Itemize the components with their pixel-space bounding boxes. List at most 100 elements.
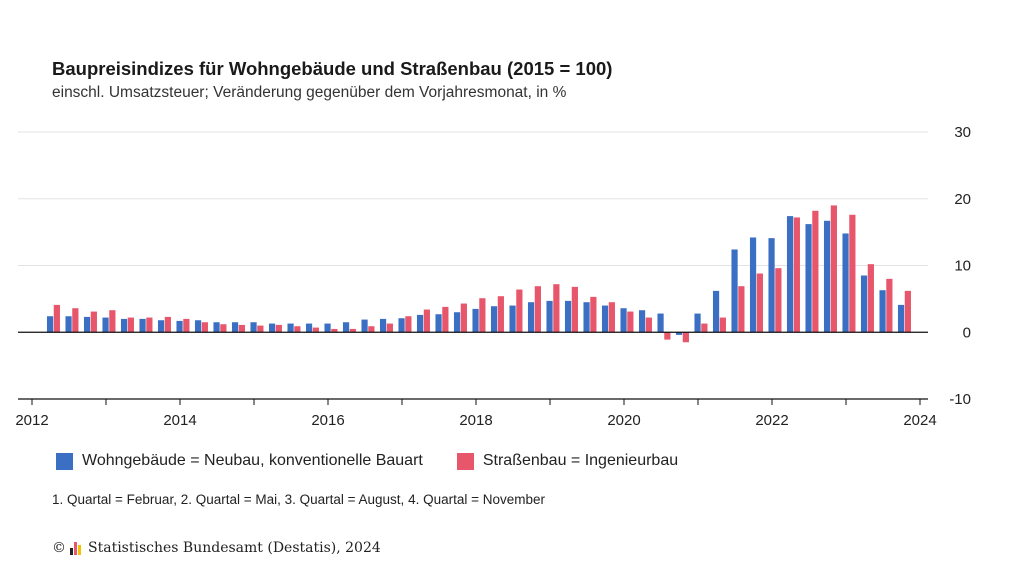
destatis-logo-icon — [70, 541, 82, 555]
bar-wohngebaeude — [879, 290, 886, 333]
bar-wohngebaeude — [694, 313, 701, 333]
bar-wohngebaeude — [361, 319, 368, 333]
bar-strassenbau — [627, 311, 634, 333]
bar-wohngebaeude — [324, 323, 331, 333]
bar-strassenbau — [479, 298, 486, 333]
bar-strassenbau — [127, 317, 134, 333]
bar-wohngebaeude — [472, 308, 479, 333]
x-tick-label: 2014 — [163, 412, 196, 429]
legend-swatch-strassenbau — [456, 452, 474, 470]
bar-wohngebaeude — [231, 322, 239, 333]
bar-strassenbau — [534, 286, 541, 333]
bar-strassenbau — [571, 286, 578, 333]
legend-item-strassenbau[interactable]: Straßenbau = Ingenieurbau — [456, 452, 678, 470]
bar-wohngebaeude — [453, 312, 461, 333]
bar-wohngebaeude — [342, 322, 350, 333]
bar-wohngebaeude — [786, 216, 794, 333]
bar-strassenbau — [830, 205, 837, 333]
bar-strassenbau — [331, 328, 338, 333]
bar-wohngebaeude — [657, 313, 664, 333]
chart-title: Baupreisindizes für Wohngebäude und Stra… — [52, 58, 613, 79]
bar-strassenbau — [146, 317, 153, 333]
bar-strassenbau — [793, 217, 800, 333]
y-tick-label: 30 — [954, 124, 971, 141]
bar-strassenbau — [257, 325, 264, 333]
bar-strassenbau — [497, 296, 504, 333]
bar-wohngebaeude — [805, 224, 812, 333]
bar-strassenbau — [867, 264, 874, 333]
bar-wohngebaeude — [65, 316, 72, 333]
bar-wohngebaeude — [731, 249, 738, 333]
legend-label-wohngebaeude: Wohngebäude = Neubau, konventionelle Bau… — [82, 452, 423, 469]
gridlines — [18, 131, 928, 266]
bar-wohngebaeude — [842, 233, 849, 333]
x-tick-label: 2022 — [755, 412, 788, 429]
bar-strassenbau — [608, 302, 615, 333]
legend-item-wohngebaeude[interactable]: Wohngebäude = Neubau, konventionelle Bau… — [56, 452, 423, 470]
bar-wohngebaeude — [583, 302, 590, 333]
bar-strassenbau — [664, 332, 671, 340]
bar-wohngebaeude — [675, 332, 683, 335]
bar-wohngebaeude — [213, 322, 220, 333]
bar-wohngebaeude — [268, 323, 276, 333]
bar-strassenbau — [701, 323, 708, 333]
bar-strassenbau — [886, 278, 893, 333]
source-text: Statistisches Bundesamt (Destatis), 2024 — [88, 540, 381, 556]
bar-wohngebaeude — [305, 323, 313, 333]
bar-strassenbau — [738, 286, 745, 333]
bar-strassenbau — [53, 304, 60, 333]
bars — [18, 205, 928, 343]
bar-strassenbau — [460, 303, 467, 333]
bar-strassenbau — [516, 289, 523, 333]
bar-strassenbau — [90, 311, 97, 333]
bar-wohngebaeude — [897, 304, 905, 333]
bar-strassenbau — [442, 306, 449, 333]
y-tick-label: 10 — [954, 258, 971, 275]
bar-strassenbau — [312, 327, 319, 333]
bar-wohngebaeude — [749, 237, 757, 333]
bar-wohngebaeude — [287, 323, 294, 333]
bar-strassenbau — [590, 296, 597, 333]
bar-strassenbau — [849, 214, 856, 333]
bar-strassenbau — [368, 326, 375, 333]
x-axis: 2012 2014 2016 2018 2020 2022 2024 — [15, 398, 937, 429]
y-tick-label: 20 — [954, 191, 971, 208]
bar-strassenbau — [682, 332, 689, 343]
footnote: 1. Quartal = Februar, 2. Quartal = Mai, … — [52, 492, 546, 507]
x-tick-label: 2020 — [607, 412, 640, 429]
bar-wohngebaeude — [435, 314, 442, 333]
bar-wohngebaeude — [194, 320, 202, 333]
copyright-symbol: © — [52, 540, 66, 556]
x-tick-label: 2024 — [903, 412, 936, 429]
bar-chart: 2012 2014 2016 2018 2020 2022 2024 -10 0 10 20 30 — [15, 124, 971, 429]
y-axis: -10 0 10 20 30 — [949, 124, 971, 408]
bar-strassenbau — [812, 210, 819, 333]
source-line: © Statistisches Bundesamt (Destatis), 20… — [52, 540, 381, 556]
bar-wohngebaeude — [398, 318, 405, 333]
x-tick-label: 2016 — [311, 412, 344, 429]
chart-subtitle: einschl. Umsatzsteuer; Veränderung gegen… — [52, 84, 567, 101]
bar-strassenbau — [72, 308, 79, 333]
bar-wohngebaeude — [768, 238, 775, 333]
legend-swatch-wohngebaeude — [56, 452, 73, 470]
bar-strassenbau — [553, 284, 560, 333]
bar-wohngebaeude — [176, 320, 183, 333]
y-tick-label: 0 — [963, 324, 971, 341]
bar-wohngebaeude — [823, 220, 831, 333]
bar-strassenbau — [756, 273, 763, 333]
bar-wohngebaeude — [860, 275, 868, 333]
bar-strassenbau — [405, 316, 412, 333]
x-tick-label: 2012 — [15, 412, 48, 429]
bar-wohngebaeude — [546, 300, 553, 333]
bar-wohngebaeude — [509, 305, 516, 333]
bar-wohngebaeude — [638, 310, 646, 333]
bar-strassenbau — [238, 324, 245, 333]
bar-wohngebaeude — [250, 322, 257, 333]
bar-strassenbau — [719, 317, 726, 333]
bar-strassenbau — [294, 326, 301, 333]
bar-wohngebaeude — [139, 318, 146, 333]
bar-strassenbau — [201, 322, 208, 333]
bar-strassenbau — [386, 323, 393, 333]
bar-wohngebaeude — [564, 300, 572, 333]
bar-strassenbau — [220, 324, 227, 333]
